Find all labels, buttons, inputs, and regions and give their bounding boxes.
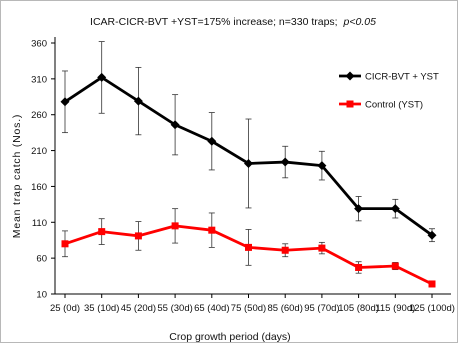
y-tick-label: 310	[31, 74, 47, 85]
x-axis-title: Crop growth period (days)	[169, 331, 290, 343]
x-tick-label: 125 (100d)	[409, 303, 455, 314]
data-point	[281, 246, 289, 254]
y-tick-label: 260	[31, 110, 47, 121]
data-point	[355, 263, 363, 271]
data-point	[428, 280, 436, 288]
data-point	[60, 97, 70, 107]
data-point	[318, 244, 326, 252]
legend-label: CICR-BVT + YST	[365, 72, 439, 83]
x-tick-label: 105 (80d)	[338, 303, 379, 314]
data-point	[390, 204, 400, 214]
data-point	[133, 96, 143, 106]
data-point	[97, 72, 107, 82]
x-axis-ticks: 25 (0d) 35 (10d) 45 (20d) 55 (30d) 65 (40d) 7…	[50, 294, 455, 314]
x-tick-label: 85 (60d)	[268, 303, 303, 314]
data-point	[98, 228, 106, 236]
data-point	[427, 230, 437, 240]
y-tick-label: 160	[31, 182, 47, 193]
data-point	[244, 158, 253, 168]
y-tick-label: 210	[31, 146, 47, 157]
y-tick-label: 360	[31, 39, 47, 50]
chart-title: ICAR-CICR-BVT +YST=175% increase; n=330 …	[90, 16, 376, 28]
data-point	[61, 240, 69, 248]
y-axis-title: Mean trap catch (Nos.)	[11, 114, 23, 238]
data-point	[171, 222, 179, 230]
data-point	[354, 204, 364, 214]
axes	[54, 37, 451, 295]
x-tick-label: 75 (50d)	[231, 303, 266, 314]
legend-marker	[345, 71, 355, 81]
data-point	[208, 226, 216, 234]
data-point	[245, 243, 252, 251]
data-point	[134, 232, 142, 240]
y-tick-label: 110	[32, 218, 47, 229]
chart-title-significance: p<0.05	[343, 16, 377, 28]
data-point	[170, 120, 180, 130]
legend-label: Control (YST)	[365, 100, 423, 111]
y-axis-ticks: 10 60 110 160 210 260 310 360	[31, 39, 55, 301]
series-layer	[60, 41, 437, 288]
data-point	[280, 157, 290, 167]
data-point	[391, 262, 399, 270]
legend-item: Control (YST)	[339, 100, 423, 111]
x-tick-label: 95 (70d)	[304, 303, 339, 314]
legend-marker	[346, 100, 354, 108]
chart-title-main: ICAR-CICR-BVT +YST=175% increase; n=330 …	[90, 16, 338, 28]
data-point	[207, 136, 217, 146]
y-tick-label: 60	[36, 254, 47, 265]
x-tick-label: 65 (40d)	[194, 303, 229, 314]
x-tick-label: 25 (0d)	[50, 303, 80, 314]
legend-item: CICR-BVT + YST	[339, 71, 439, 83]
y-tick-label: 10	[36, 290, 47, 301]
x-tick-label: 115 (90d)	[375, 303, 415, 314]
x-tick-label: 45 (20d)	[121, 303, 156, 314]
series-2	[61, 208, 436, 288]
series-1	[60, 41, 437, 243]
legend: CICR-BVT + YST Control (YST)	[339, 71, 439, 111]
data-point	[317, 161, 327, 171]
x-tick-label: 35 (10d)	[84, 303, 119, 314]
x-tick-label: 55 (30d)	[157, 303, 192, 314]
